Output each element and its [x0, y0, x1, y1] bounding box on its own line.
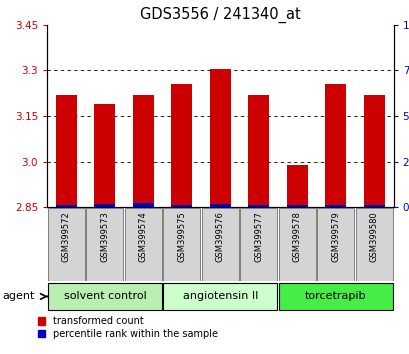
Text: GSM399575: GSM399575	[177, 212, 186, 262]
Bar	[363, 95, 384, 207]
Bar	[125, 208, 162, 281]
Bar	[171, 84, 192, 207]
Text: GSM399574: GSM399574	[139, 212, 148, 262]
Bar	[56, 205, 77, 207]
Bar	[163, 208, 200, 281]
Text: torcetrapib: torcetrapib	[304, 291, 366, 302]
Bar	[355, 208, 392, 281]
Text: GSM399572: GSM399572	[62, 212, 71, 262]
Text: GSM399576: GSM399576	[216, 212, 224, 262]
Bar	[133, 95, 154, 207]
Bar	[209, 69, 230, 207]
Bar	[56, 95, 77, 207]
Bar	[94, 104, 115, 207]
Text: GSM399577: GSM399577	[254, 212, 263, 262]
Bar	[48, 208, 85, 281]
Bar	[278, 208, 315, 281]
Bar	[86, 208, 123, 281]
Text: agent: agent	[2, 291, 34, 302]
Bar	[248, 95, 269, 207]
Text: angiotensin II: angiotensin II	[182, 291, 257, 302]
Bar	[286, 165, 307, 207]
Bar	[48, 283, 162, 310]
Text: GSM399579: GSM399579	[330, 212, 339, 262]
Bar	[363, 205, 384, 207]
Bar	[163, 283, 276, 310]
Text: GSM399578: GSM399578	[292, 212, 301, 262]
Bar	[324, 205, 346, 207]
Bar	[317, 208, 353, 281]
Bar	[201, 208, 238, 281]
Text: GSM399580: GSM399580	[369, 212, 378, 262]
Bar	[286, 205, 307, 207]
Legend: transformed count, percentile rank within the sample: transformed count, percentile rank withi…	[38, 316, 218, 339]
Text: solvent control: solvent control	[63, 291, 146, 302]
Bar	[324, 84, 346, 207]
Bar	[240, 208, 276, 281]
Bar	[248, 205, 269, 207]
Text: GSM399573: GSM399573	[100, 212, 109, 262]
Bar	[209, 204, 230, 207]
Bar	[94, 204, 115, 207]
Title: GDS3556 / 241340_at: GDS3556 / 241340_at	[139, 7, 300, 23]
Bar	[171, 205, 192, 207]
Bar	[278, 283, 392, 310]
Bar	[133, 204, 154, 207]
